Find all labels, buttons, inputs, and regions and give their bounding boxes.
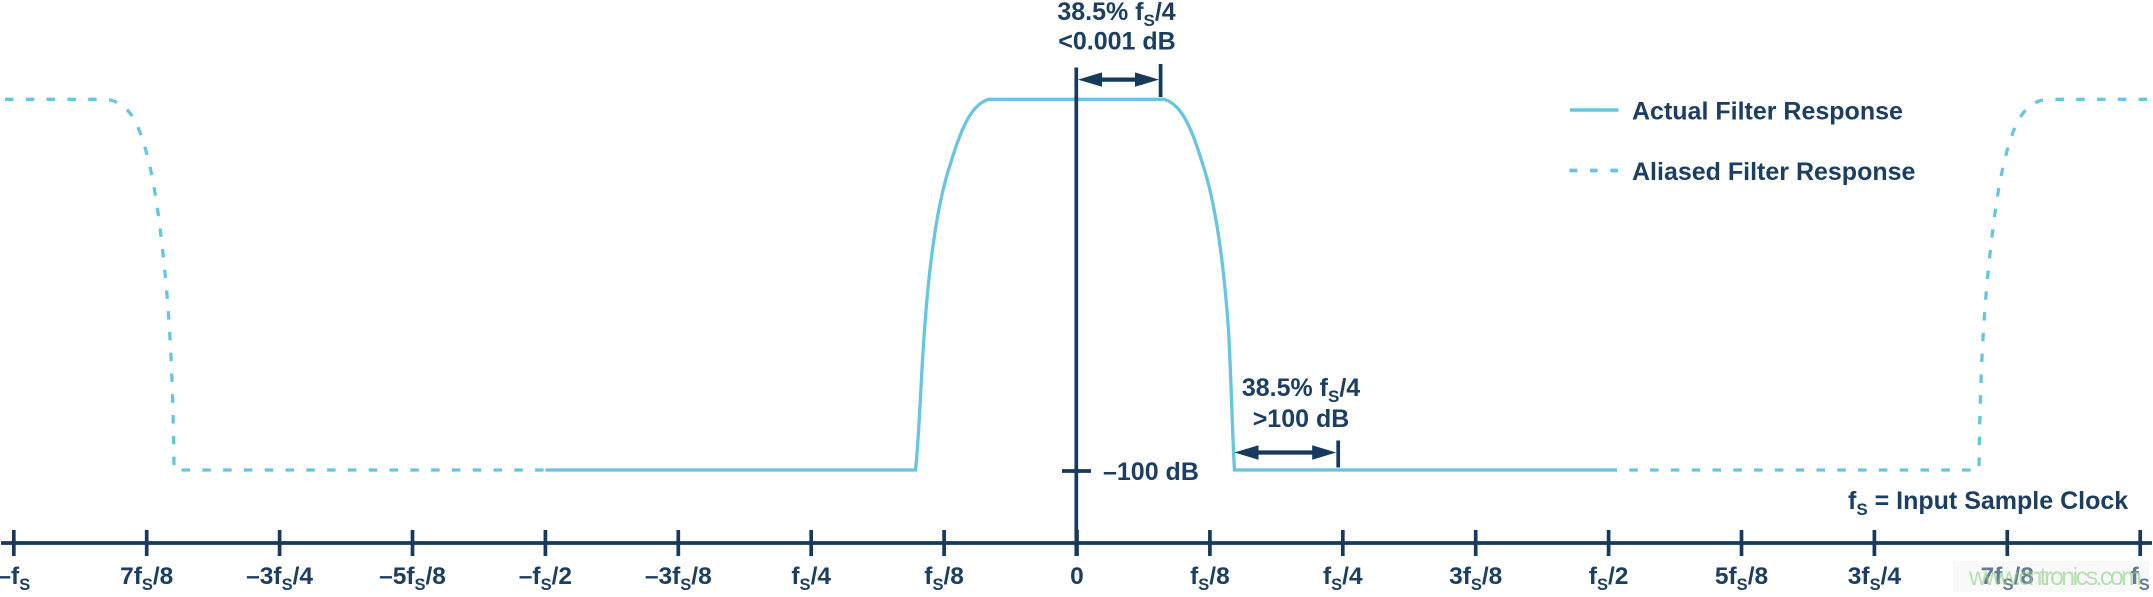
svg-text:7fS/8: 7fS/8 xyxy=(120,563,173,592)
svg-text:fS/8: fS/8 xyxy=(1190,563,1230,592)
svg-text:fS/2: fS/2 xyxy=(1589,563,1629,592)
svg-text:–5fS/8: –5fS/8 xyxy=(379,563,446,592)
svg-text:–100 dB: –100 dB xyxy=(1103,458,1199,486)
svg-text:38.5% fS/4: 38.5% fS/4 xyxy=(1242,374,1360,406)
svg-text:3fS/4: 3fS/4 xyxy=(1848,563,1902,592)
svg-text:fS/4: fS/4 xyxy=(1323,563,1363,592)
svg-text:–3fS/8: –3fS/8 xyxy=(645,563,712,592)
svg-text:fS/8: fS/8 xyxy=(924,563,964,592)
svg-text:–3fS/4: –3fS/4 xyxy=(246,563,313,592)
svg-text:38.5% fS/4: 38.5% fS/4 xyxy=(1057,0,1175,30)
svg-text:3fS/8: 3fS/8 xyxy=(1449,563,1502,592)
svg-text:>100 dB: >100 dB xyxy=(1253,405,1350,433)
svg-text:5fS/8: 5fS/8 xyxy=(1715,563,1768,592)
svg-text:www.cntronics.com: www.cntronics.com xyxy=(1968,563,2142,591)
svg-text:fS/4: fS/4 xyxy=(791,563,831,592)
svg-text:0: 0 xyxy=(1070,563,1084,590)
svg-text:<0.001 dB: <0.001 dB xyxy=(1058,28,1175,56)
svg-text:fS = Input Sample Clock: fS = Input Sample Clock xyxy=(1848,487,2128,519)
svg-text:–fS: –fS xyxy=(0,563,30,592)
svg-text:Actual Filter Response: Actual Filter Response xyxy=(1632,98,1903,126)
svg-text:–fS/2: –fS/2 xyxy=(519,563,572,592)
svg-text:Aliased Filter Response: Aliased Filter Response xyxy=(1632,158,1916,186)
